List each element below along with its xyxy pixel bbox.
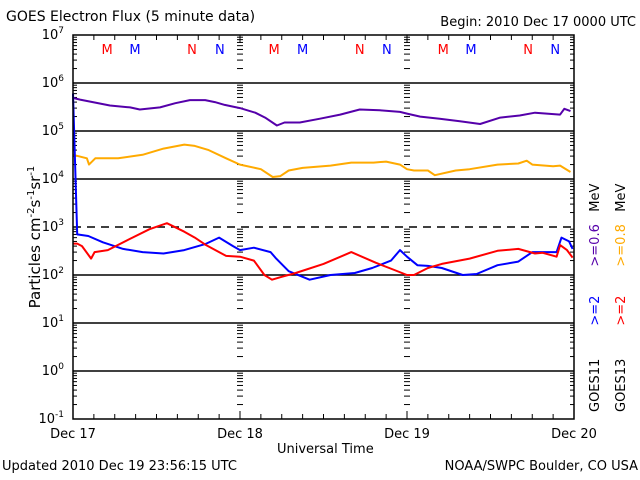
marker-label: N [550, 43, 560, 58]
marker-label: N [523, 43, 533, 58]
x-tick-label: Dec 17 [50, 427, 96, 442]
marker-label: M [465, 43, 476, 58]
marker-label: N [187, 43, 197, 58]
marker-label: N [382, 43, 392, 58]
marker-label: M [297, 43, 308, 58]
marker-label: M [129, 43, 140, 58]
x-tick-label: Dec 18 [217, 427, 263, 442]
series-line-0 [72, 96, 571, 127]
series-line-3 [73, 222, 574, 281]
y-tick-label: 104 [41, 170, 64, 187]
marker-label: M [268, 43, 279, 58]
marker-label: N [355, 43, 365, 58]
y-tick-label: 107 [41, 26, 64, 43]
y-tick-label: 103 [41, 218, 64, 235]
y-tick-label: 106 [41, 74, 64, 91]
x-axis-label: Universal Time [277, 442, 374, 457]
updated-timestamp: Updated 2010 Dec 19 23:56:15 UTC [2, 459, 237, 474]
series-line-1 [72, 143, 572, 178]
marker-label: N [215, 43, 225, 58]
y-tick-label: 105 [41, 122, 64, 139]
x-tick-label: Dec 19 [384, 427, 430, 442]
marker-label: M [438, 43, 449, 58]
marker-label: M [101, 43, 112, 58]
chart-title: GOES Electron Flux (5 minute data) [6, 9, 256, 25]
y-tick-label: 100 [41, 362, 64, 379]
y-tick-label: 102 [41, 266, 64, 283]
y-tick-label: 10-1 [38, 410, 64, 427]
y-tick-label: 101 [41, 314, 64, 331]
plot-frame [72, 34, 575, 420]
series-line-2 [72, 93, 574, 281]
x-tick-label: Dec 20 [551, 427, 597, 442]
begin-time: Begin: 2010 Dec 17 0000 UTC [440, 15, 636, 30]
credit-text: NOAA/SWPC Boulder, CO USA [444, 459, 638, 474]
